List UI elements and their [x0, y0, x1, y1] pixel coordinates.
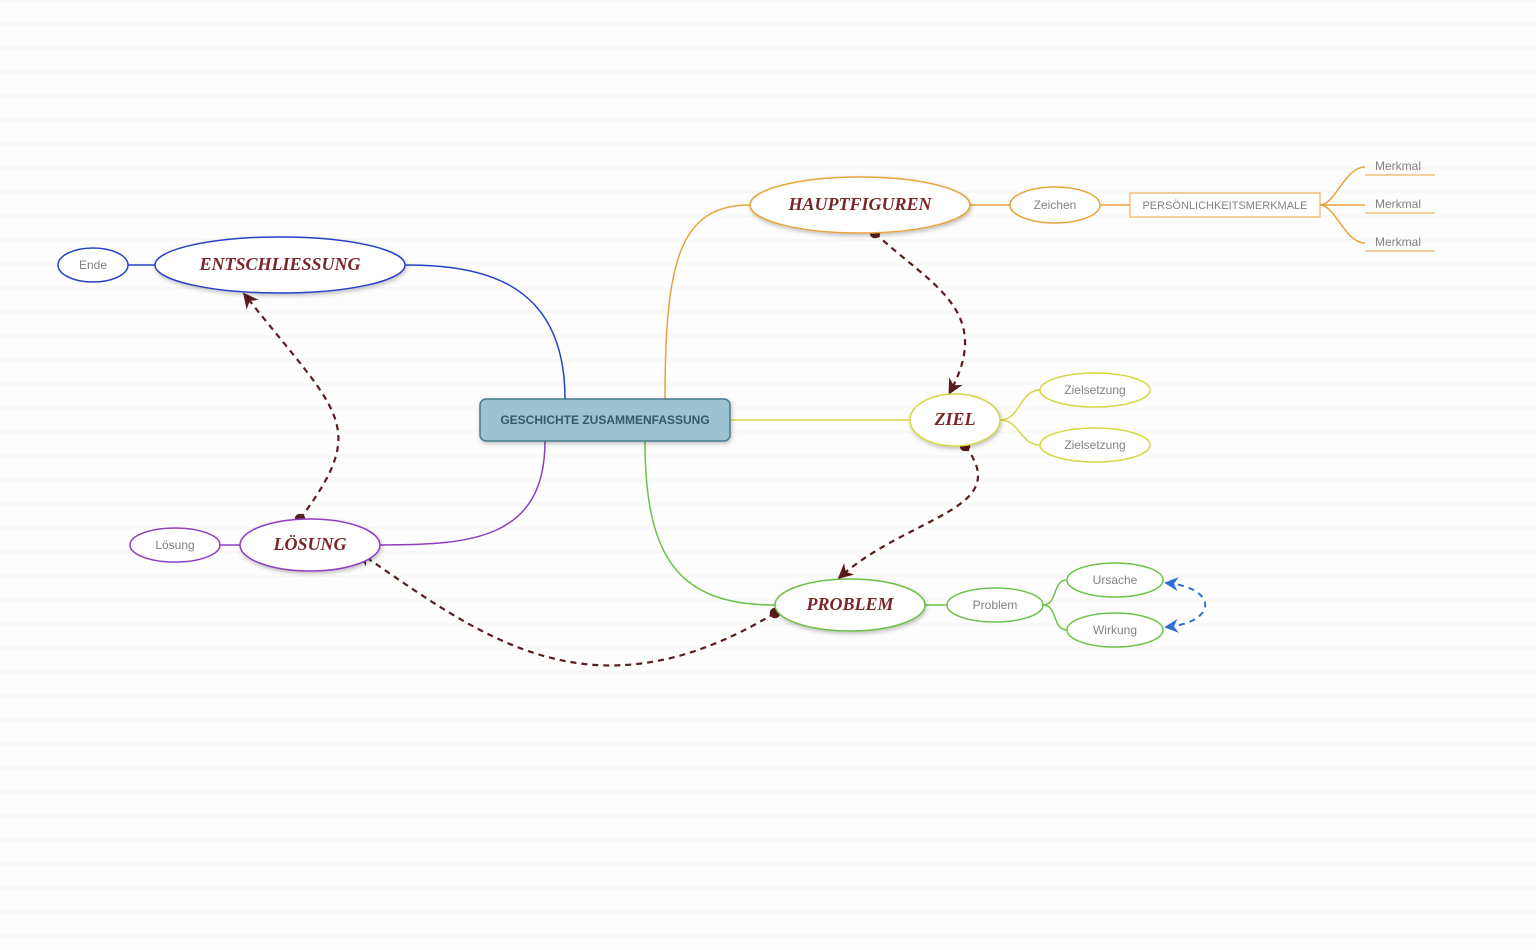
sub-label-zeichen: Zeichen — [1034, 198, 1077, 212]
sub-node-ziel2[interactable]: Zielsetzung — [1040, 428, 1150, 462]
main-node-haupt[interactable]: HAUPTFIGUREN — [750, 177, 970, 233]
sub-node-ursache[interactable]: Ursache — [1067, 563, 1163, 597]
merkmal-leaf-1[interactable]: Merkmal — [1375, 197, 1421, 211]
sub-label-ziel1: Zielsetzung — [1064, 383, 1125, 397]
sub-label-losung: Lösung — [155, 538, 194, 552]
main-label-prob: PROBLEM — [805, 594, 894, 614]
characteristics-label: PERSÖNLICHKEITSMERKMALE — [1142, 200, 1307, 212]
sub-label-ende: Ende — [79, 258, 107, 272]
sub-label-probsub: Problem — [973, 598, 1018, 612]
center-node[interactable]: GESCHICHTE ZUSAMMENFASSUNG — [480, 399, 730, 441]
main-label-haupt: HAUPTFIGUREN — [787, 194, 932, 214]
sub-node-wirkung[interactable]: Wirkung — [1067, 613, 1163, 647]
background — [0, 0, 1536, 950]
main-label-ziel: ZIEL — [933, 409, 975, 429]
sub-node-ende[interactable]: Ende — [58, 248, 128, 282]
main-node-ziel[interactable]: ZIEL — [910, 394, 1000, 446]
sub-node-losung[interactable]: Lösung — [130, 528, 220, 562]
main-node-prob[interactable]: PROBLEM — [775, 579, 925, 631]
main-label-los: LÖSUNG — [272, 534, 346, 554]
sub-node-ziel1[interactable]: Zielsetzung — [1040, 373, 1150, 407]
sub-label-ursache: Ursache — [1093, 573, 1138, 587]
main-node-ent[interactable]: ENTSCHLIESSUNG — [155, 237, 405, 293]
mindmap-canvas: GESCHICHTE ZUSAMMENFASSUNG HAUPTFIGUREN Z… — [0, 0, 1536, 950]
sub-node-zeichen[interactable]: Zeichen — [1010, 187, 1100, 223]
main-node-los[interactable]: LÖSUNG — [240, 519, 380, 571]
sub-node-probsub[interactable]: Problem — [947, 588, 1043, 622]
sub-label-wirkung: Wirkung — [1093, 623, 1137, 637]
center-label: GESCHICHTE ZUSAMMENFASSUNG — [500, 413, 709, 427]
main-label-ent: ENTSCHLIESSUNG — [198, 254, 360, 274]
merkmal-leaf-0[interactable]: Merkmal — [1375, 159, 1421, 173]
merkmal-leaf-2[interactable]: Merkmal — [1375, 235, 1421, 249]
sub-label-ziel2: Zielsetzung — [1064, 438, 1125, 452]
